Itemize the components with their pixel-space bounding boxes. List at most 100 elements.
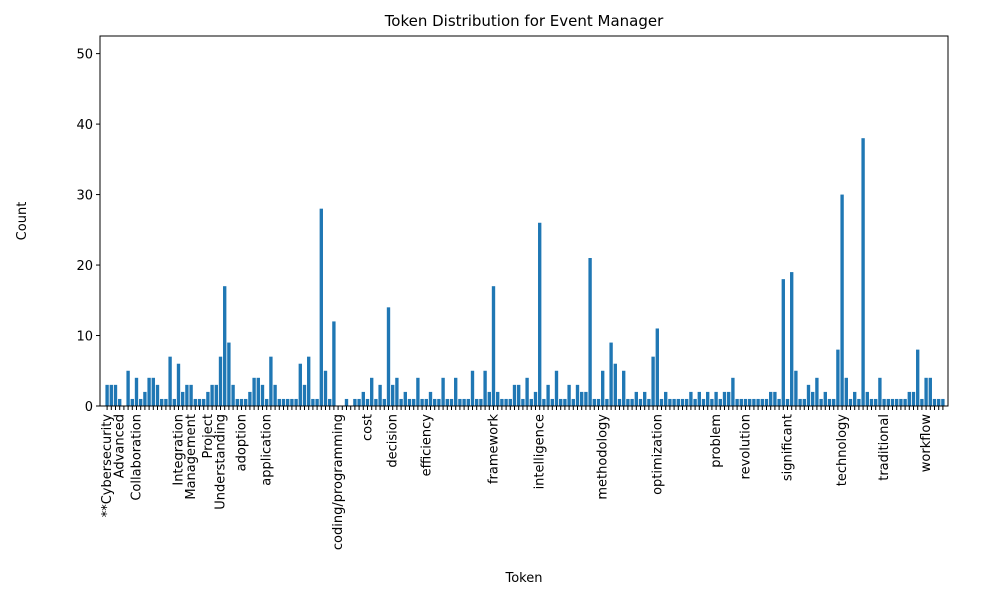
bar (164, 398, 168, 406)
bar (727, 391, 731, 406)
bar (298, 363, 302, 406)
bar (533, 391, 538, 406)
bar (529, 398, 533, 406)
bar (718, 398, 722, 406)
bar (378, 384, 382, 406)
x-tick-label: decision (386, 414, 401, 468)
bar (517, 384, 521, 406)
bar (626, 398, 630, 406)
bar (743, 398, 748, 406)
bar (449, 398, 454, 406)
x-tick-label: efficiency (419, 414, 434, 477)
bar (113, 384, 118, 406)
bar (865, 391, 869, 406)
bar (710, 398, 714, 406)
bar (307, 356, 311, 406)
bar (790, 272, 794, 406)
x-tick-label: revolution (739, 414, 754, 479)
bar (344, 398, 349, 406)
chart-title: Token Distribution for Event Manager (384, 12, 664, 30)
bar (630, 398, 634, 406)
bar (365, 398, 370, 406)
bar (147, 377, 151, 406)
bar (911, 391, 916, 406)
bar (332, 321, 336, 406)
bar (193, 398, 197, 406)
bar (189, 384, 193, 406)
bar (651, 356, 655, 406)
bar (109, 384, 113, 406)
bar (899, 398, 903, 406)
bar (924, 377, 928, 406)
bar (105, 384, 109, 406)
bar (848, 398, 853, 406)
bar (601, 370, 605, 406)
bar (739, 398, 743, 406)
bar (361, 391, 365, 406)
bar (231, 384, 235, 406)
bar (475, 398, 479, 406)
plot-frame (99, 35, 949, 407)
bar (832, 398, 836, 406)
bar (538, 222, 542, 406)
bar (185, 384, 189, 406)
bar (554, 370, 559, 406)
x-tick-label: adoption (235, 414, 250, 471)
x-tick-label: Project (201, 414, 216, 458)
bar (773, 391, 777, 406)
y-tick-label: 50 (76, 48, 93, 63)
bar (269, 356, 273, 406)
bar (483, 370, 487, 406)
bar (769, 391, 773, 406)
bar (290, 398, 294, 406)
bar (819, 398, 823, 406)
bar (273, 384, 277, 406)
bar (151, 377, 155, 406)
bar (748, 398, 752, 406)
y-tick-label: 30 (76, 189, 93, 204)
bar (798, 398, 802, 406)
bar (218, 356, 223, 406)
bar (559, 398, 563, 406)
bar (260, 384, 265, 406)
x-tick-label: framework (487, 414, 502, 484)
bar (731, 377, 735, 406)
bar (172, 398, 176, 406)
bar (487, 391, 491, 406)
bar (206, 391, 210, 406)
bar (244, 398, 248, 406)
bar (903, 398, 907, 406)
bar (118, 398, 122, 406)
bar (811, 391, 815, 406)
bar (546, 384, 550, 406)
x-tick-label: optimization (650, 414, 665, 495)
bar (752, 398, 756, 406)
bar (176, 363, 181, 406)
bar (584, 391, 588, 406)
bar (168, 356, 172, 406)
bar (353, 398, 357, 406)
bar (479, 398, 483, 406)
bar (315, 398, 319, 406)
bar (160, 398, 164, 406)
bar (550, 398, 554, 406)
bar (886, 398, 890, 406)
bar (395, 377, 399, 406)
bar (265, 398, 269, 406)
bar (655, 328, 659, 406)
bar (693, 398, 697, 406)
bar (441, 377, 445, 406)
bar (664, 391, 668, 406)
bar (701, 398, 706, 406)
bar (827, 398, 832, 406)
x-tick-label: Management (184, 414, 199, 500)
y-tick-label: 10 (76, 330, 93, 345)
bar (281, 398, 286, 406)
bar (672, 398, 676, 406)
bar (466, 398, 470, 406)
bar (155, 384, 160, 406)
bar (504, 398, 508, 406)
bar (882, 398, 886, 406)
bar (508, 398, 512, 406)
bar (424, 398, 428, 406)
